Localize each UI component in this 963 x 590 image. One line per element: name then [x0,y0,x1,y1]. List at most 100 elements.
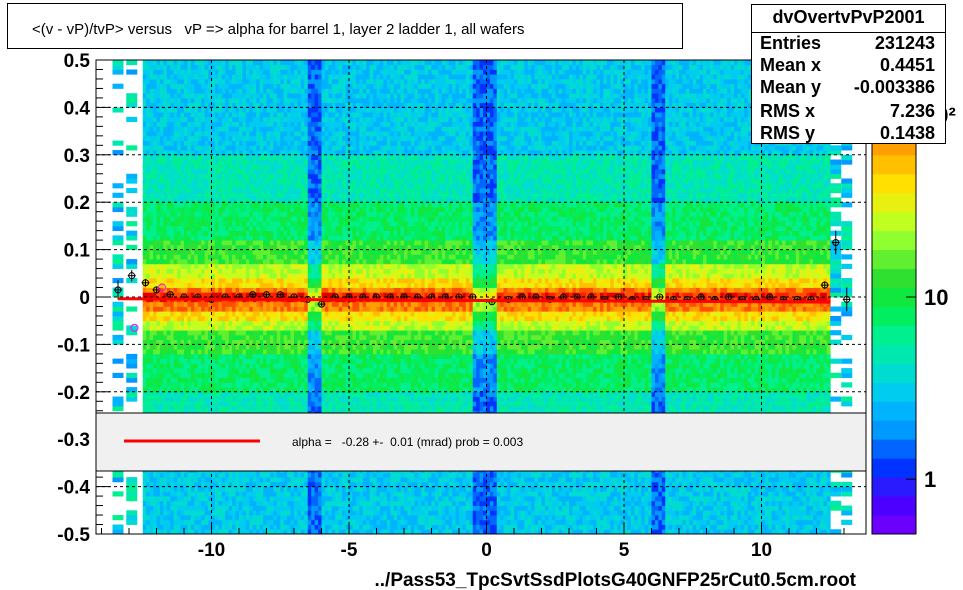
heatmap-cell [266,102,271,108]
heatmap-cell [294,515,298,521]
heatmap-cell [273,401,278,407]
heatmap-cell [208,387,212,393]
heatmap-cell [297,135,302,141]
heatmap-cell [228,287,233,293]
heatmap-cell [235,315,240,322]
heatmap-cell [259,292,264,298]
heatmap-cell [304,524,309,530]
heatmap-cell [266,126,271,132]
heatmap-cell [201,477,206,483]
heatmap-cell [266,406,271,412]
heatmap-cell [252,263,257,269]
heatmap-cell [204,481,209,487]
heatmap-cell [149,391,154,397]
heatmap-cell [221,221,226,227]
heatmap-cell [208,391,212,397]
heatmap-cell [287,325,291,331]
heatmap-cell [177,301,181,307]
heatmap-cell [304,74,309,80]
heatmap-cell [280,83,285,89]
heatmap-cell [163,254,168,260]
heatmap-cell [266,183,271,189]
heatmap-cell [156,240,161,246]
heatmap-cell [146,116,151,123]
heatmap-cell [180,368,185,374]
heatmap-cell [232,230,236,236]
heatmap-cell [300,240,305,246]
heatmap-cell [201,401,206,407]
heatmap-cell [159,64,164,70]
heatmap-cell [242,477,247,483]
heatmap-cell [166,358,171,364]
heatmap-cell [249,263,254,269]
heatmap-cell [201,254,206,260]
heatmap-cell [276,187,281,194]
heatmap-cell [180,244,185,250]
heatmap-cell [266,387,271,393]
heatmap-cell [166,372,171,378]
heatmap-cell [311,211,316,217]
heatmap-cell [163,69,168,75]
heatmap-cell [146,306,151,312]
heatmap-cell [146,178,151,184]
heatmap-cell [228,301,233,307]
heatmap-cell [232,500,236,506]
heatmap-cell [297,93,302,99]
heatmap-cell [187,225,192,232]
heatmap-cell [204,292,209,298]
heatmap-cell [252,121,257,127]
heatmap-cell [218,93,223,99]
heatmap-cell [242,69,247,75]
heatmap-cell [163,391,168,397]
heatmap-cell [300,192,305,198]
heatmap-cell [149,206,154,213]
heatmap-cell [194,301,199,307]
heatmap-cell [180,358,185,364]
heatmap-cell [197,216,202,222]
heatmap-cell [307,268,312,274]
heatmap-cell [290,60,295,66]
heatmap-cell [283,60,288,66]
heatmap-cell [294,225,298,232]
heatmap-cell [146,287,151,293]
heatmap-cell [173,211,178,217]
heatmap-cell [256,211,261,217]
heatmap-cell [214,505,219,511]
heatmap-cell [300,282,305,288]
heatmap-cell [228,60,233,66]
heatmap-cell [170,244,175,250]
heatmap-cell [300,387,305,393]
heatmap-cell [263,491,267,497]
heatmap-cell [197,349,202,355]
heatmap-cell [252,88,257,94]
heatmap-cell [190,486,195,492]
heatmap-cell [269,481,274,487]
heatmap-cell [245,472,250,478]
heatmap-cell [304,301,309,307]
heatmap-cell [249,382,254,388]
heatmap-cell [266,230,271,236]
heatmap-cell [225,349,230,355]
heatmap-cell [294,382,298,388]
heatmap-cell [173,164,178,170]
heatmap-cell [297,221,302,227]
heatmap-cell [214,387,219,393]
heatmap-cell [201,282,206,288]
heatmap-cell [190,259,195,265]
heatmap-cell [304,145,309,151]
heatmap-cell [170,500,175,506]
heatmap-cell [225,216,230,222]
heatmap-cell [156,377,161,383]
heatmap-cell [269,107,274,113]
heatmap-cell [300,372,305,378]
heatmap-cell [180,187,185,194]
heatmap-cell [269,505,274,511]
heatmap-cell [180,311,185,317]
heatmap-cell [297,344,302,350]
heatmap-cell [208,273,212,279]
heatmap-cell [256,515,261,521]
heatmap-cell [204,74,209,80]
heatmap-cell [290,382,295,388]
heatmap-cell [177,93,181,99]
heatmap-cell [239,372,243,378]
